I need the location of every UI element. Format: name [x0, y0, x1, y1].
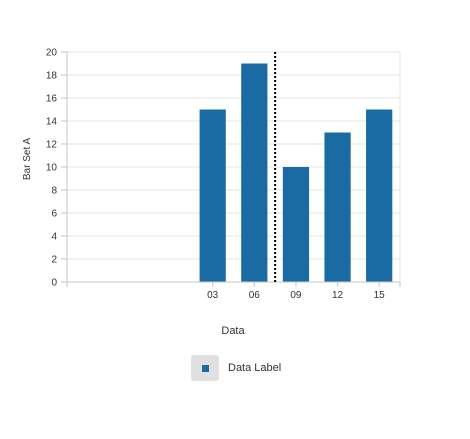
x-tick-label: 12: [332, 290, 344, 301]
x-tick-label: 15: [374, 290, 386, 301]
bar: [324, 132, 351, 282]
axes: 0 2 4 6 8 10 12 14 16 18 20 03 06 09 12 15: [46, 48, 401, 301]
x-tick-label: 03: [207, 290, 219, 301]
bars: [199, 63, 393, 282]
x-tick-label: 09: [290, 290, 302, 301]
y-tick-label: 16: [46, 94, 58, 105]
y-tick-label: 0: [51, 278, 57, 289]
y-tick-label: 12: [46, 140, 58, 151]
y-tick-label: 2: [51, 255, 57, 266]
y-tick-label: 4: [51, 232, 57, 243]
legend-label: Data Label: [228, 362, 282, 374]
y-tick-label: 20: [46, 48, 58, 59]
y-tick-label: 14: [46, 117, 58, 128]
bar: [282, 167, 310, 282]
y-tick-label: 18: [46, 71, 58, 82]
bar: [366, 109, 393, 282]
y-axis-title: Bar Set A: [22, 138, 33, 181]
x-tick-label: 06: [249, 290, 261, 301]
legend[interactable]: Data Label: [191, 354, 281, 382]
bar: [241, 63, 268, 282]
x-axis-title: Data: [221, 325, 245, 337]
legend-swatch: [201, 364, 209, 372]
bar: [199, 109, 226, 282]
grid: [67, 51, 401, 282]
y-tick-label: 8: [51, 186, 57, 197]
y-tick-label: 6: [51, 209, 57, 220]
legend-swatch-box[interactable]: [191, 355, 219, 381]
y-tick-label: 10: [46, 163, 58, 174]
